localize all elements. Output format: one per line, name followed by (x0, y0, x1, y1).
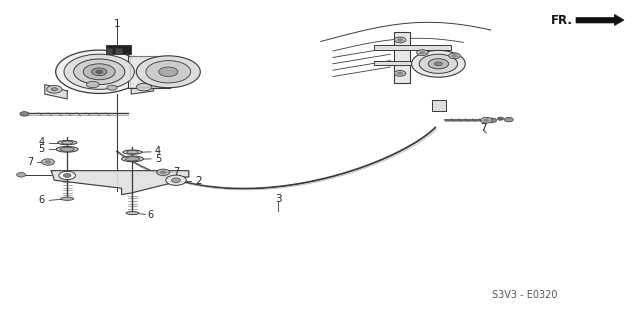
Circle shape (86, 81, 99, 88)
Circle shape (428, 59, 449, 69)
Polygon shape (576, 14, 624, 26)
Circle shape (504, 117, 513, 122)
Circle shape (17, 173, 26, 177)
Bar (374, 61, 438, 65)
Circle shape (166, 175, 186, 185)
Circle shape (420, 51, 426, 54)
Circle shape (449, 53, 460, 59)
Bar (432, 100, 446, 111)
Circle shape (63, 174, 71, 177)
Circle shape (20, 112, 29, 116)
Circle shape (160, 171, 166, 174)
Circle shape (136, 83, 152, 91)
Text: 4: 4 (155, 146, 161, 156)
Circle shape (146, 61, 191, 83)
Polygon shape (131, 78, 154, 94)
Circle shape (159, 67, 178, 77)
Text: 5: 5 (155, 154, 161, 164)
Text: 7: 7 (480, 122, 486, 133)
Bar (394, 32, 410, 83)
Ellipse shape (122, 156, 143, 162)
Circle shape (484, 119, 489, 122)
Circle shape (397, 72, 403, 75)
Text: 7: 7 (27, 157, 33, 167)
Ellipse shape (58, 140, 77, 145)
Text: 5: 5 (38, 144, 45, 154)
Circle shape (47, 85, 62, 93)
Circle shape (92, 68, 107, 76)
Ellipse shape (56, 146, 78, 152)
Circle shape (419, 54, 458, 73)
Bar (115, 48, 122, 54)
Circle shape (107, 85, 117, 90)
Bar (106, 45, 131, 54)
Ellipse shape (123, 150, 142, 154)
Circle shape (417, 50, 428, 56)
Bar (374, 45, 451, 50)
Circle shape (42, 159, 54, 165)
Circle shape (394, 37, 406, 43)
Text: 2: 2 (195, 176, 202, 186)
Circle shape (56, 50, 143, 93)
Ellipse shape (125, 157, 140, 161)
Circle shape (136, 56, 200, 88)
Circle shape (435, 62, 442, 66)
Circle shape (51, 88, 58, 91)
Circle shape (96, 70, 102, 73)
Circle shape (397, 39, 403, 41)
Bar (106, 48, 112, 54)
Ellipse shape (61, 141, 73, 144)
Circle shape (45, 160, 51, 164)
Circle shape (497, 117, 504, 120)
Bar (130, 56, 168, 87)
Circle shape (59, 171, 76, 180)
Circle shape (452, 54, 458, 57)
Polygon shape (51, 171, 189, 195)
Ellipse shape (61, 197, 74, 200)
Polygon shape (45, 85, 67, 99)
Ellipse shape (126, 211, 139, 215)
Text: 1: 1 (114, 19, 120, 29)
Circle shape (172, 178, 180, 182)
Bar (128, 56, 170, 88)
Circle shape (83, 64, 115, 80)
Text: 6: 6 (38, 195, 45, 205)
Text: 4: 4 (38, 137, 45, 147)
Ellipse shape (127, 151, 138, 154)
Circle shape (488, 118, 497, 122)
Circle shape (481, 117, 492, 123)
Text: 6: 6 (147, 210, 154, 220)
Circle shape (64, 54, 134, 89)
Text: 7: 7 (173, 167, 179, 177)
Ellipse shape (60, 147, 74, 152)
Text: FR.: FR. (551, 14, 573, 27)
Circle shape (74, 59, 125, 85)
Circle shape (157, 169, 170, 175)
Circle shape (412, 50, 465, 77)
Text: S3V3 - E0320: S3V3 - E0320 (492, 290, 557, 300)
Circle shape (394, 70, 406, 76)
Text: 3: 3 (275, 194, 282, 204)
